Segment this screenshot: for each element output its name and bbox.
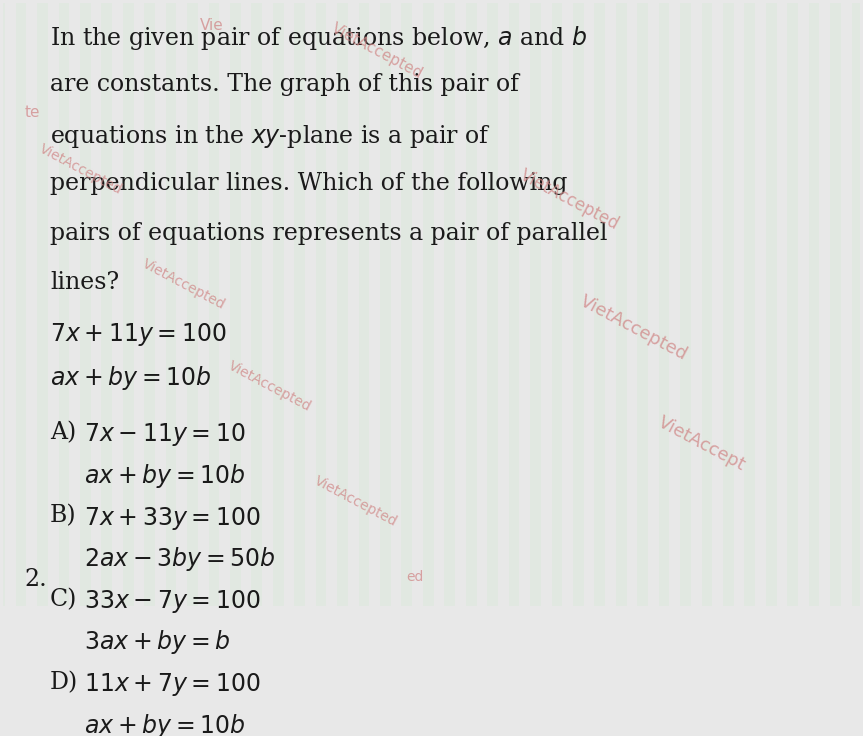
Text: $2ax - 3by = 50b$: $2ax - 3by = 50b$ — [85, 545, 275, 573]
Text: $7x + 11y = 100$: $7x + 11y = 100$ — [50, 321, 226, 348]
Bar — [488, 3, 498, 606]
Text: te: te — [24, 105, 40, 121]
Text: are constants. The graph of this pair of: are constants. The graph of this pair of — [50, 74, 519, 96]
Bar — [251, 3, 262, 606]
Bar — [37, 3, 47, 606]
Bar — [658, 3, 670, 606]
Text: VietAccepted: VietAccepted — [37, 141, 125, 197]
Text: $7x - 11y = 10$: $7x - 11y = 10$ — [85, 422, 246, 448]
Text: equations in the $xy$-plane is a pair of: equations in the $xy$-plane is a pair of — [50, 123, 491, 150]
Text: $ax + by = 10b$: $ax + by = 10b$ — [85, 712, 246, 736]
Bar — [680, 3, 691, 606]
Bar — [530, 3, 541, 606]
Bar — [187, 3, 198, 606]
Text: pairs of equations represents a pair of parallel: pairs of equations represents a pair of … — [50, 222, 608, 245]
Text: D): D) — [50, 671, 79, 694]
Bar — [508, 3, 520, 606]
Bar — [595, 3, 605, 606]
Bar — [745, 3, 755, 606]
Text: VietAccepted: VietAccepted — [329, 21, 425, 82]
Text: B): B) — [50, 505, 77, 528]
Bar — [551, 3, 563, 606]
Text: VietAccepted: VietAccepted — [140, 256, 228, 312]
Bar — [616, 3, 627, 606]
Text: $7x + 33y = 100$: $7x + 33y = 100$ — [85, 505, 261, 531]
Text: $ax + by = 10b$: $ax + by = 10b$ — [50, 364, 211, 392]
Bar — [359, 3, 369, 606]
Bar — [637, 3, 648, 606]
Text: C): C) — [50, 588, 78, 611]
Bar — [401, 3, 413, 606]
Text: $11x + 7y = 100$: $11x + 7y = 100$ — [85, 671, 261, 698]
Text: $ax + by = 10b$: $ax + by = 10b$ — [85, 462, 246, 490]
Bar — [101, 3, 112, 606]
Text: VietAccepted: VietAccepted — [577, 292, 691, 364]
Text: perpendicular lines. Which of the following: perpendicular lines. Which of the follow… — [50, 172, 568, 196]
Bar — [16, 3, 27, 606]
Bar — [573, 3, 583, 606]
Bar — [723, 3, 734, 606]
Text: In the given pair of equations below, $a$ and $b$: In the given pair of equations below, $a… — [50, 24, 588, 52]
Text: $3ax + by = b$: $3ax + by = b$ — [85, 629, 230, 657]
Bar — [144, 3, 155, 606]
Bar — [765, 3, 777, 606]
Text: $33x - 7y = 100$: $33x - 7y = 100$ — [85, 588, 261, 615]
Bar — [316, 3, 326, 606]
Bar — [830, 3, 841, 606]
Bar — [809, 3, 820, 606]
Text: VietAccept: VietAccept — [654, 414, 748, 475]
Text: ed: ed — [406, 570, 423, 584]
Text: lines?: lines? — [50, 272, 119, 294]
Bar — [209, 3, 219, 606]
Bar — [423, 3, 433, 606]
Bar — [702, 3, 712, 606]
Bar — [466, 3, 476, 606]
Text: VietAccepted: VietAccepted — [226, 359, 313, 414]
Text: 2.: 2. — [24, 568, 47, 592]
Bar — [123, 3, 134, 606]
Text: Vie: Vie — [200, 18, 224, 33]
Bar — [166, 3, 176, 606]
Text: A): A) — [50, 422, 76, 445]
Bar — [59, 3, 69, 606]
Bar — [0, 3, 5, 606]
Bar — [80, 3, 91, 606]
Bar — [273, 3, 284, 606]
Bar — [852, 3, 862, 606]
Bar — [294, 3, 305, 606]
Bar — [337, 3, 348, 606]
Text: VietAccepted: VietAccepted — [312, 474, 400, 529]
Text: VietAccepted: VietAccepted — [517, 166, 622, 233]
Bar — [787, 3, 798, 606]
Bar — [230, 3, 241, 606]
Bar — [444, 3, 455, 606]
Bar — [380, 3, 391, 606]
